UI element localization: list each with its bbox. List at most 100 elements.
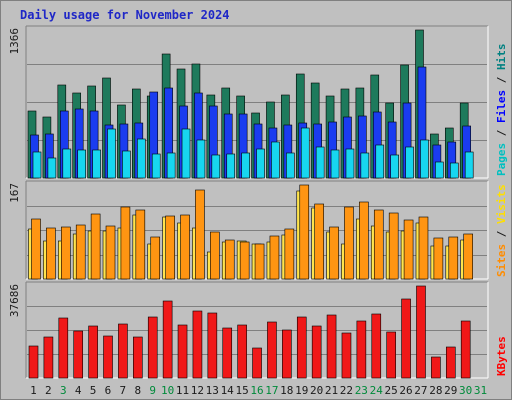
kbytes-bar-18 [282, 329, 292, 379]
pages-bar-17 [271, 141, 280, 179]
sites-bar-16 [254, 243, 265, 280]
sites-bar-5 [90, 213, 101, 280]
legend-separator: / [495, 224, 508, 244]
kbytes-bar-29 [445, 346, 456, 379]
day-label-24: 24 [370, 384, 384, 397]
kbytes-bar-26 [401, 298, 411, 379]
pages-bar-7 [122, 150, 131, 179]
pages-bar-2 [47, 157, 57, 179]
day-label-15: 15 [235, 384, 248, 397]
sites-bar-14 [224, 239, 235, 280]
day-label-21: 21 [325, 384, 338, 397]
legend-files: Files [495, 90, 508, 123]
day-label-7: 7 [120, 384, 127, 397]
day-label-20: 20 [310, 384, 323, 397]
sites-bar-28 [433, 237, 444, 280]
pages-bar-24 [375, 144, 385, 179]
kbytes-bar-9 [147, 316, 158, 379]
day-label-27: 27 [414, 384, 427, 397]
pages-bar-23 [360, 152, 370, 179]
pages-bar-10 [166, 152, 176, 179]
kbytes-bar-8 [133, 336, 143, 379]
sites-bar-1 [31, 218, 41, 280]
kbytes-bar-6 [103, 335, 113, 379]
sites-bar-6 [105, 225, 116, 280]
pages-bar-30 [464, 151, 474, 179]
pages-bar-15 [241, 152, 250, 179]
sites-bar-13 [210, 231, 220, 280]
pages-bar-13 [211, 154, 221, 179]
kbytes-bar-17 [267, 321, 277, 379]
day-label-5: 5 [90, 384, 97, 397]
pages-bar-16 [256, 148, 265, 179]
kbytes-bar-30 [460, 320, 471, 379]
day-label-10: 10 [161, 384, 174, 397]
legend-kbytes: KBytes [495, 336, 508, 376]
pages-bar-28 [435, 161, 444, 179]
day-label-31: 31 [474, 384, 487, 397]
kbytes-panel-ymax-label: 37686 [8, 284, 21, 317]
pages-bar-19 [300, 127, 310, 179]
day-label-13: 13 [206, 384, 219, 397]
sites-bar-3 [61, 226, 71, 280]
legend-hits: Hits [495, 44, 508, 71]
kbytes-bar-16 [252, 347, 262, 379]
day-label-12: 12 [191, 384, 204, 397]
day-label-18: 18 [280, 384, 293, 397]
pages-bar-18 [286, 152, 295, 179]
pages-bar-29 [449, 162, 459, 179]
sites-bar-18 [284, 228, 295, 280]
kbytes-bar-3 [58, 317, 69, 379]
day-label-14: 14 [221, 384, 235, 397]
sites-bar-29 [448, 236, 459, 280]
kbytes-bar-1 [28, 345, 39, 379]
pages-bar-26 [405, 146, 414, 179]
day-label-25: 25 [385, 384, 398, 397]
kbytes-bar-28 [431, 356, 441, 379]
kbytes-bar-12 [192, 310, 203, 379]
hits-panel-ymax-label: 1366 [8, 28, 21, 55]
day-label-1: 1 [30, 384, 37, 397]
kbytes-bar-22 [341, 332, 352, 379]
visits-panel-ymax-label: 167 [8, 183, 21, 203]
day-label-26: 26 [399, 384, 412, 397]
day-label-23: 23 [355, 384, 368, 397]
legend-pages: Pages [495, 143, 508, 176]
sites-bar-27 [418, 216, 429, 280]
day-label-28: 28 [429, 384, 442, 397]
kbytes-bar-14 [222, 327, 233, 379]
day-label-16: 16 [250, 384, 263, 397]
chart-title: Daily usage for November 2024 [20, 8, 230, 22]
kbytes-bar-23 [356, 320, 367, 379]
legend-separator: / [495, 70, 508, 90]
sites-bar-17 [269, 235, 280, 280]
kbytes-bar-24 [371, 313, 382, 379]
pages-bar-22 [345, 148, 355, 179]
sites-bar-8 [135, 209, 146, 280]
pages-bar-27 [420, 139, 429, 179]
day-label-9: 9 [149, 384, 156, 397]
kbytes-bar-19 [296, 316, 307, 379]
kbytes-bar-25 [386, 331, 396, 379]
pages-bar-1 [32, 151, 42, 179]
kbytes-bar-11 [177, 324, 188, 379]
sites-bar-9 [150, 236, 161, 280]
sites-bar-23 [359, 201, 369, 280]
day-label-17: 17 [265, 384, 278, 397]
day-label-22: 22 [340, 384, 353, 397]
pages-bar-8 [137, 138, 146, 179]
pages-bar-5 [92, 149, 101, 179]
kbytes-bar-15 [237, 324, 247, 379]
sites-bar-20 [314, 203, 324, 280]
day-label-8: 8 [134, 384, 141, 397]
kbytes-bar-13 [207, 312, 218, 379]
kbytes-bar-4 [73, 330, 84, 379]
pages-bar-25 [390, 154, 399, 179]
pages-bar-11 [181, 128, 191, 179]
kbytes-bar-5 [88, 325, 98, 379]
day-label-6: 6 [105, 384, 112, 397]
sites-bar-19 [299, 184, 310, 280]
pages-bar-21 [330, 149, 340, 179]
day-label-3: 3 [60, 384, 67, 397]
